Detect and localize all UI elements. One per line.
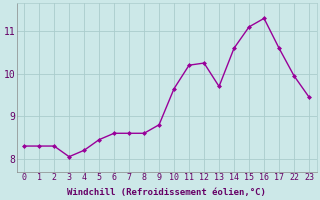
X-axis label: Windchill (Refroidissement éolien,°C): Windchill (Refroidissement éolien,°C)	[67, 188, 266, 197]
